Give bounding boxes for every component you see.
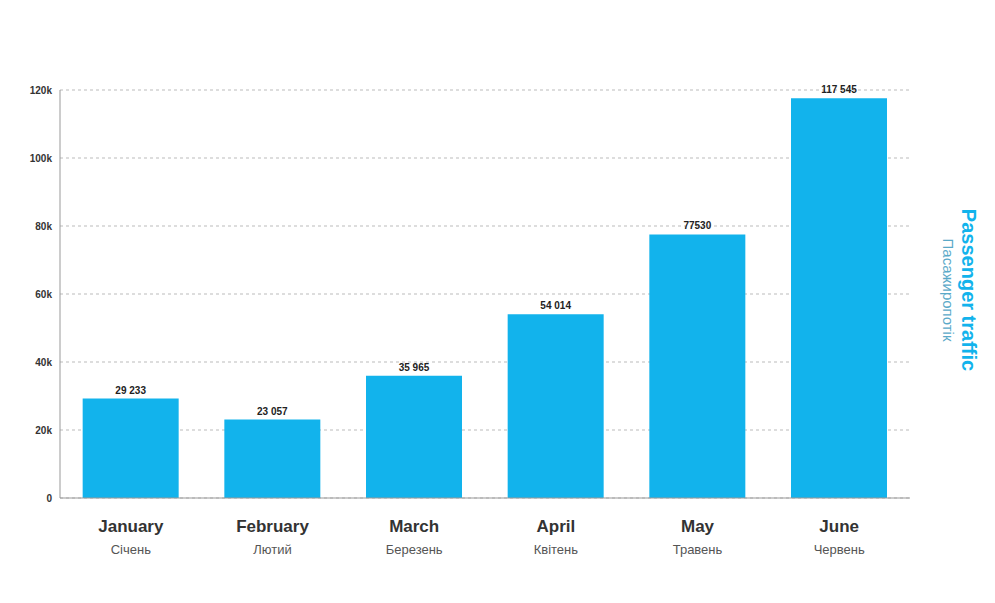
- svg-text:40k: 40k: [35, 357, 52, 368]
- svg-text:Травень: Травень: [673, 542, 723, 557]
- svg-text:Березень: Березень: [386, 542, 443, 557]
- svg-text:0: 0: [46, 493, 52, 504]
- svg-text:54 014: 54 014: [540, 300, 571, 311]
- svg-text:35 965: 35 965: [399, 362, 430, 373]
- svg-text:Лютий: Лютий: [253, 542, 291, 557]
- svg-text:April: April: [536, 517, 575, 536]
- svg-text:20k: 20k: [35, 425, 52, 436]
- svg-text:Passenger trafficПасажиропотік: Passenger trafficПасажиропотік: [940, 209, 980, 371]
- svg-text:100k: 100k: [30, 153, 53, 164]
- svg-text:May: May: [681, 517, 715, 536]
- svg-text:23 057: 23 057: [257, 406, 288, 417]
- svg-text:June: June: [819, 517, 859, 536]
- svg-text:February: February: [236, 517, 309, 536]
- svg-text:120k: 120k: [30, 85, 53, 96]
- svg-text:60k: 60k: [35, 289, 52, 300]
- svg-text:117 545: 117 545: [821, 84, 857, 95]
- svg-text:80k: 80k: [35, 221, 52, 232]
- svg-text:29 233: 29 233: [115, 385, 146, 396]
- svg-text:January: January: [98, 517, 164, 536]
- svg-text:77530: 77530: [683, 220, 711, 231]
- svg-text:Червень: Червень: [814, 542, 865, 557]
- svg-text:Січень: Січень: [111, 542, 151, 557]
- svg-text:March: March: [389, 517, 439, 536]
- svg-text:Квітень: Квітень: [534, 542, 579, 557]
